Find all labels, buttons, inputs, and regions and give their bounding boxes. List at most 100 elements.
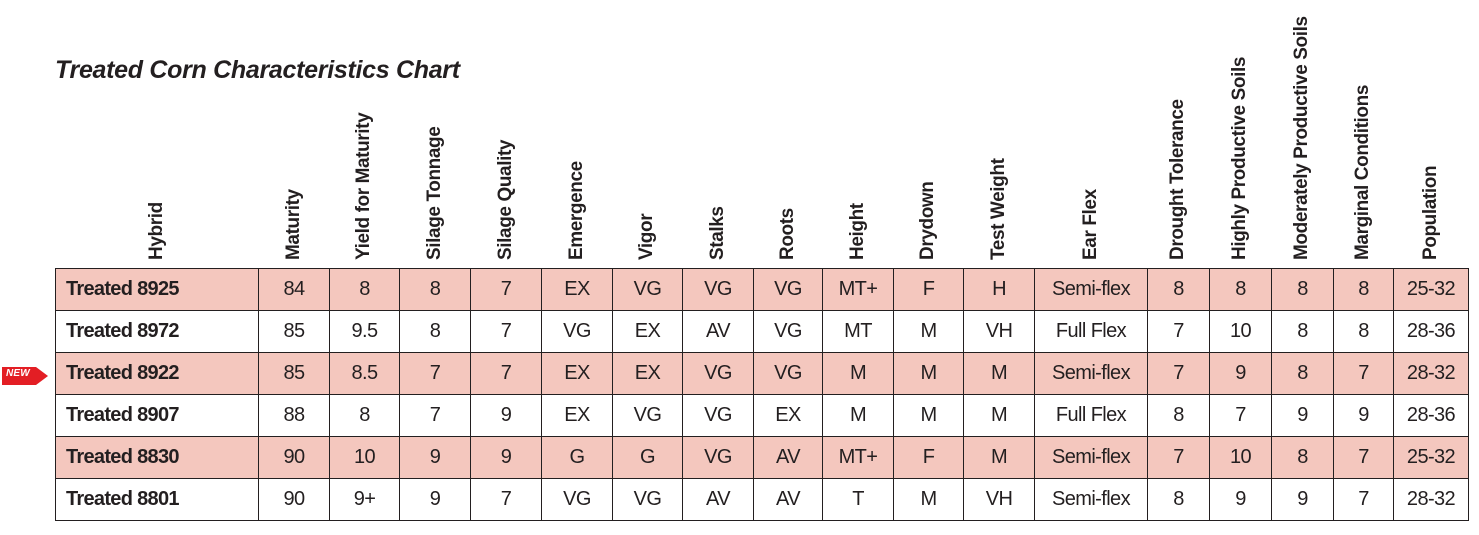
table-cell: 8 xyxy=(399,268,471,311)
table-cell: VG xyxy=(753,268,823,311)
column-header-label: Yield for Maturity xyxy=(353,112,374,260)
table-cell: 10 xyxy=(1209,436,1272,479)
table-cell: 8 xyxy=(329,394,400,437)
table-cell: 8 xyxy=(1147,268,1210,311)
column-headers: Hybrid Maturity Yield for Maturity Silage T… xyxy=(55,0,1441,268)
column-header-label: Height xyxy=(846,203,868,260)
column-header-label: Maturity xyxy=(282,189,304,260)
table-cell: 9 xyxy=(1333,394,1394,437)
table-cell: EX xyxy=(541,268,613,311)
table-cell: M xyxy=(963,352,1035,395)
table-cell: 9.5 xyxy=(329,310,400,353)
table-cell: 9 xyxy=(1209,352,1272,395)
table-cell: M xyxy=(963,394,1035,437)
column-header-label: Marginal Conditions xyxy=(1352,84,1373,260)
column-header-label: Hybrid xyxy=(145,202,167,260)
table-cell: 88 xyxy=(258,394,330,437)
column-header-label: Vigor xyxy=(636,213,657,260)
table-cell: M xyxy=(893,478,964,521)
table-cell: 7 xyxy=(470,352,542,395)
table-cell: AV xyxy=(682,478,754,521)
column-header-label: Moderately Productive Soils xyxy=(1291,16,1312,260)
table-cell: EX xyxy=(541,352,613,395)
table-cell: M xyxy=(893,352,964,395)
table-cell: 8 xyxy=(1271,268,1334,311)
table-cell: VG xyxy=(682,352,754,395)
table-cell: VG xyxy=(541,310,613,353)
table-cell: VG xyxy=(682,394,754,437)
table-cell: VG xyxy=(541,478,613,521)
table-cell: G xyxy=(612,436,683,479)
table-cell: Full Flex xyxy=(1034,310,1148,353)
column-header-label: Drydown xyxy=(917,181,938,260)
table-cell: M xyxy=(822,394,894,437)
table-cell: MT+ xyxy=(822,436,894,479)
column-header-label: Highly Productive Soils xyxy=(1229,56,1250,260)
table-cell: 7 xyxy=(1209,394,1272,437)
table-cell: MT xyxy=(822,310,894,353)
hybrid-name: Treated 8801 xyxy=(55,478,259,521)
table-cell: 8 xyxy=(1271,310,1334,353)
table-cell: 10 xyxy=(329,436,400,479)
table-cell: 8 xyxy=(1271,352,1334,395)
table-cell: 9+ xyxy=(329,478,400,521)
table-cell: 9 xyxy=(470,394,542,437)
table-cell: 7 xyxy=(470,478,542,521)
table-cell: VG xyxy=(753,310,823,353)
column-header: Drydown xyxy=(893,0,963,268)
characteristics-table: Treated 8925 84 8 8 7 EX VG VG VG MT+ F H Semi-flex 8… xyxy=(55,268,1469,521)
table-cell: 7 xyxy=(1147,352,1210,395)
table-cell: VH xyxy=(963,310,1035,353)
column-header-label: Ear Flex xyxy=(1079,189,1101,260)
column-header: Vigor xyxy=(612,0,682,268)
table-cell: 25-32 xyxy=(1393,268,1469,311)
table-cell: VG xyxy=(682,436,754,479)
table-cell: 8 xyxy=(399,310,471,353)
column-header: Marginal Conditions xyxy=(1333,0,1393,268)
table-cell: Semi-flex xyxy=(1034,352,1148,395)
column-header: Test Weight xyxy=(963,0,1034,268)
table-cell: M xyxy=(893,394,964,437)
table-cell: 8 xyxy=(1271,436,1334,479)
column-header: Hybrid xyxy=(55,0,258,268)
table-cell: 8 xyxy=(1333,310,1394,353)
table-cell: T xyxy=(822,478,894,521)
table-cell: 7 xyxy=(1333,352,1394,395)
table-row: Treated 8830 90 10 9 9 G G VG AV MT+ F M Semi-flex 7 1… xyxy=(55,436,1469,479)
table-cell: 9 xyxy=(1209,478,1272,521)
table-cell: M xyxy=(893,310,964,353)
table-cell: 7 xyxy=(399,352,471,395)
table-cell: EX xyxy=(612,310,683,353)
table-cell: 85 xyxy=(258,352,330,395)
column-header: Silage Tonnage xyxy=(399,0,470,268)
table-row: Treated 8801 90 9+ 9 7 VG VG AV AV T M VH Semi-flex 8… xyxy=(55,478,1469,521)
chart-title: Treated Corn Characteristics Chart xyxy=(55,56,460,84)
table-cell: VG xyxy=(612,268,683,311)
hybrid-name: Treated 8972 xyxy=(55,310,259,353)
table-cell: EX xyxy=(753,394,823,437)
table-cell: 9 xyxy=(399,436,471,479)
table-row: Treated 8972 85 9.5 8 7 VG EX AV VG MT M VH Full Fle… xyxy=(55,310,1469,353)
new-badge-label: NEW xyxy=(6,368,30,379)
table-cell: VH xyxy=(963,478,1035,521)
table-cell: VG xyxy=(753,352,823,395)
table-cell: Full Flex xyxy=(1034,394,1148,437)
column-header-label: Stalks xyxy=(706,206,728,260)
table-cell: 8.5 xyxy=(329,352,400,395)
column-header-label: Test Weight xyxy=(987,158,1009,260)
table-cell: 10 xyxy=(1209,310,1272,353)
table-cell: H xyxy=(963,268,1035,311)
column-header: Roots xyxy=(753,0,822,268)
table-cell: EX xyxy=(541,394,613,437)
column-header: Emergence xyxy=(541,0,612,268)
table-cell: 90 xyxy=(258,478,330,521)
table-cell: 7 xyxy=(1147,436,1210,479)
table-cell: 8 xyxy=(329,268,400,311)
hybrid-name: Treated 8907 xyxy=(55,394,259,437)
column-header-label: Population xyxy=(1419,165,1441,260)
column-header: Height xyxy=(822,0,893,268)
table-cell: 90 xyxy=(258,436,330,479)
table-cell: Semi-flex xyxy=(1034,478,1148,521)
table-cell: 7 xyxy=(470,310,542,353)
column-header: Silage Quality xyxy=(470,0,541,268)
